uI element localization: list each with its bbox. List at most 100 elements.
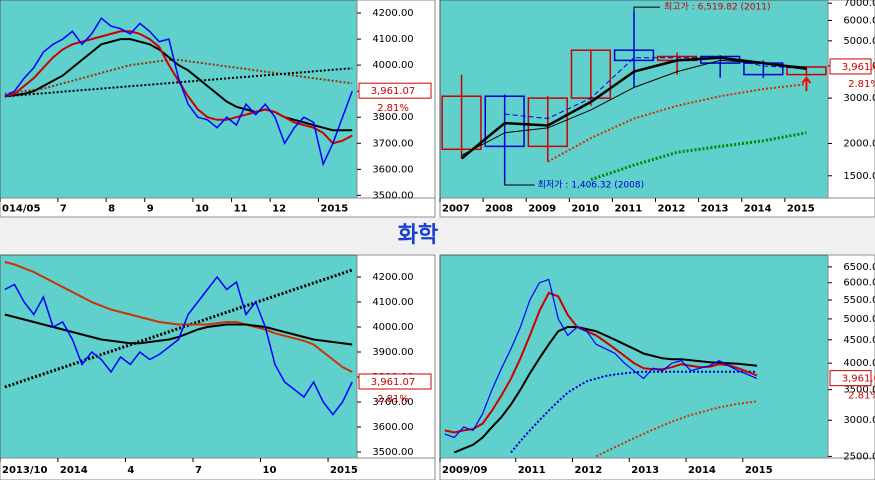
y-tick-label: 2000.00	[843, 139, 875, 150]
change-label: 2.81%	[377, 103, 409, 114]
y-tick-label: 3800.00	[372, 112, 413, 123]
series-line	[460, 56, 807, 160]
series-line	[547, 83, 807, 163]
y-tick-label: 3500.00	[372, 190, 413, 201]
x-tick-label: 2014	[60, 465, 88, 476]
y-tick-label: 4500.00	[843, 335, 875, 346]
series-line	[4, 58, 353, 95]
x-tick-label: 2013/10	[2, 465, 47, 476]
x-tick-label: 7	[60, 204, 67, 215]
candle-body	[527, 97, 568, 148]
page-title: 화학	[398, 223, 438, 248]
series-line	[510, 370, 757, 454]
series-line	[590, 131, 807, 182]
y-tick-label: 5000.00	[843, 36, 875, 47]
y-tick-label: 4200.00	[372, 272, 413, 283]
series-line	[4, 275, 353, 416]
chart-panel: 2500.00 3000.00 3500.00 4000.00 4500.00 5000.…	[439, 254, 875, 480]
plot-marks	[444, 278, 758, 458]
x-tick-label: 2011	[614, 204, 642, 215]
plot-area	[0, 254, 358, 459]
chart-panel: 3500.003600.003700.003800.003900.004000.…	[0, 0, 436, 218]
y-tick-label: 4000.00	[372, 60, 413, 71]
y-tick-label: 7000.00	[843, 0, 875, 9]
x-axis-area	[439, 197, 875, 218]
change-label: 2.81%	[848, 391, 875, 402]
x-tick-label: 2012	[574, 465, 602, 476]
low-label: 최저가 : 1,406.32 (2008)	[538, 179, 644, 190]
x-tick-label: 2012	[658, 204, 686, 215]
y-tick-label: 5500.00	[843, 295, 875, 306]
x-tick-label: 014/05	[2, 204, 40, 215]
y-tick-label: 3000.00	[843, 415, 875, 426]
axis-area	[827, 0, 875, 199]
x-axis-area	[0, 197, 436, 218]
y-tick-label: 3600.00	[372, 422, 413, 433]
y-tick-label: 4100.00	[372, 34, 413, 45]
x-tick-label: 2009/09	[442, 465, 487, 476]
candle-body	[484, 95, 525, 148]
axis-area	[827, 254, 875, 459]
price-box	[829, 58, 872, 75]
x-tick-label: 11	[234, 204, 248, 215]
x-tick-label: 2015	[320, 204, 348, 215]
y-tick-label: 3900.00	[372, 347, 413, 358]
series-line	[4, 17, 353, 167]
high-label: 최고가 : 6,519.82 (2011)	[664, 2, 770, 13]
x-tick-label: 10	[263, 465, 277, 476]
y-tick-label: 3600.00	[372, 164, 413, 175]
x-tick-label: 9	[147, 204, 154, 215]
plot-marks	[441, 11, 827, 183]
x-tick-label: 2015	[745, 465, 773, 476]
axis-area	[356, 254, 436, 459]
change-label: 2.81%	[848, 79, 875, 90]
x-tick-label: 2011	[518, 465, 546, 476]
price-label: 3,961.07	[371, 86, 416, 97]
y-tick-label: 5000.00	[843, 314, 875, 325]
y-tick-label: 4100.00	[372, 297, 413, 308]
price-label: 3,961.07	[842, 374, 875, 385]
x-axis-area	[0, 457, 436, 480]
series-line	[444, 278, 758, 439]
plot-marks	[4, 17, 353, 167]
current-arrow	[801, 76, 812, 91]
x-tick-label: 2010	[571, 204, 599, 215]
low-pointer	[504, 182, 535, 186]
series-line	[4, 268, 353, 389]
x-tick-label: 12	[272, 204, 286, 215]
y-tick-label: 6500.00	[843, 262, 875, 273]
y-tick-label: 6000.00	[843, 15, 875, 26]
y-tick-label: 4000.00	[843, 358, 875, 369]
price-box	[829, 370, 872, 387]
y-tick-label: 3500.00	[372, 447, 413, 458]
candle-body	[613, 49, 655, 62]
y-tick-label: 3700.00	[372, 397, 413, 408]
series-line	[453, 326, 758, 454]
x-tick-label: 2014	[688, 465, 716, 476]
x-tick-label: 10	[195, 204, 209, 215]
y-tick-label: 1500.00	[843, 171, 875, 182]
plot-marks	[4, 261, 353, 416]
x-tick-label: 2015	[330, 465, 358, 476]
series-line	[4, 261, 353, 373]
candle-body	[441, 95, 482, 151]
price-label: 3,961.07	[842, 62, 875, 73]
x-tick-label: 2014	[744, 204, 772, 215]
x-tick-label: 2009	[528, 204, 556, 215]
x-tick-label: 2015	[787, 204, 815, 215]
separator	[0, 218, 875, 254]
y-tick-label: 3500.00	[843, 385, 875, 396]
y-tick-label: 3700.00	[372, 138, 413, 149]
price-box	[358, 82, 432, 99]
y-tick-label: 2500.00	[843, 451, 875, 462]
series-line	[4, 313, 353, 346]
x-tick-label: 8	[108, 204, 115, 215]
x-tick-label: 4	[127, 465, 134, 476]
series-line	[4, 30, 353, 145]
y-tick-label: 6000.00	[843, 278, 875, 289]
y-tick-label: 3000.00	[843, 93, 875, 104]
series-line	[595, 400, 758, 458]
change-label: 2.81%	[377, 394, 409, 405]
x-tick-label: 2008	[485, 204, 513, 215]
plot-area	[439, 254, 829, 459]
